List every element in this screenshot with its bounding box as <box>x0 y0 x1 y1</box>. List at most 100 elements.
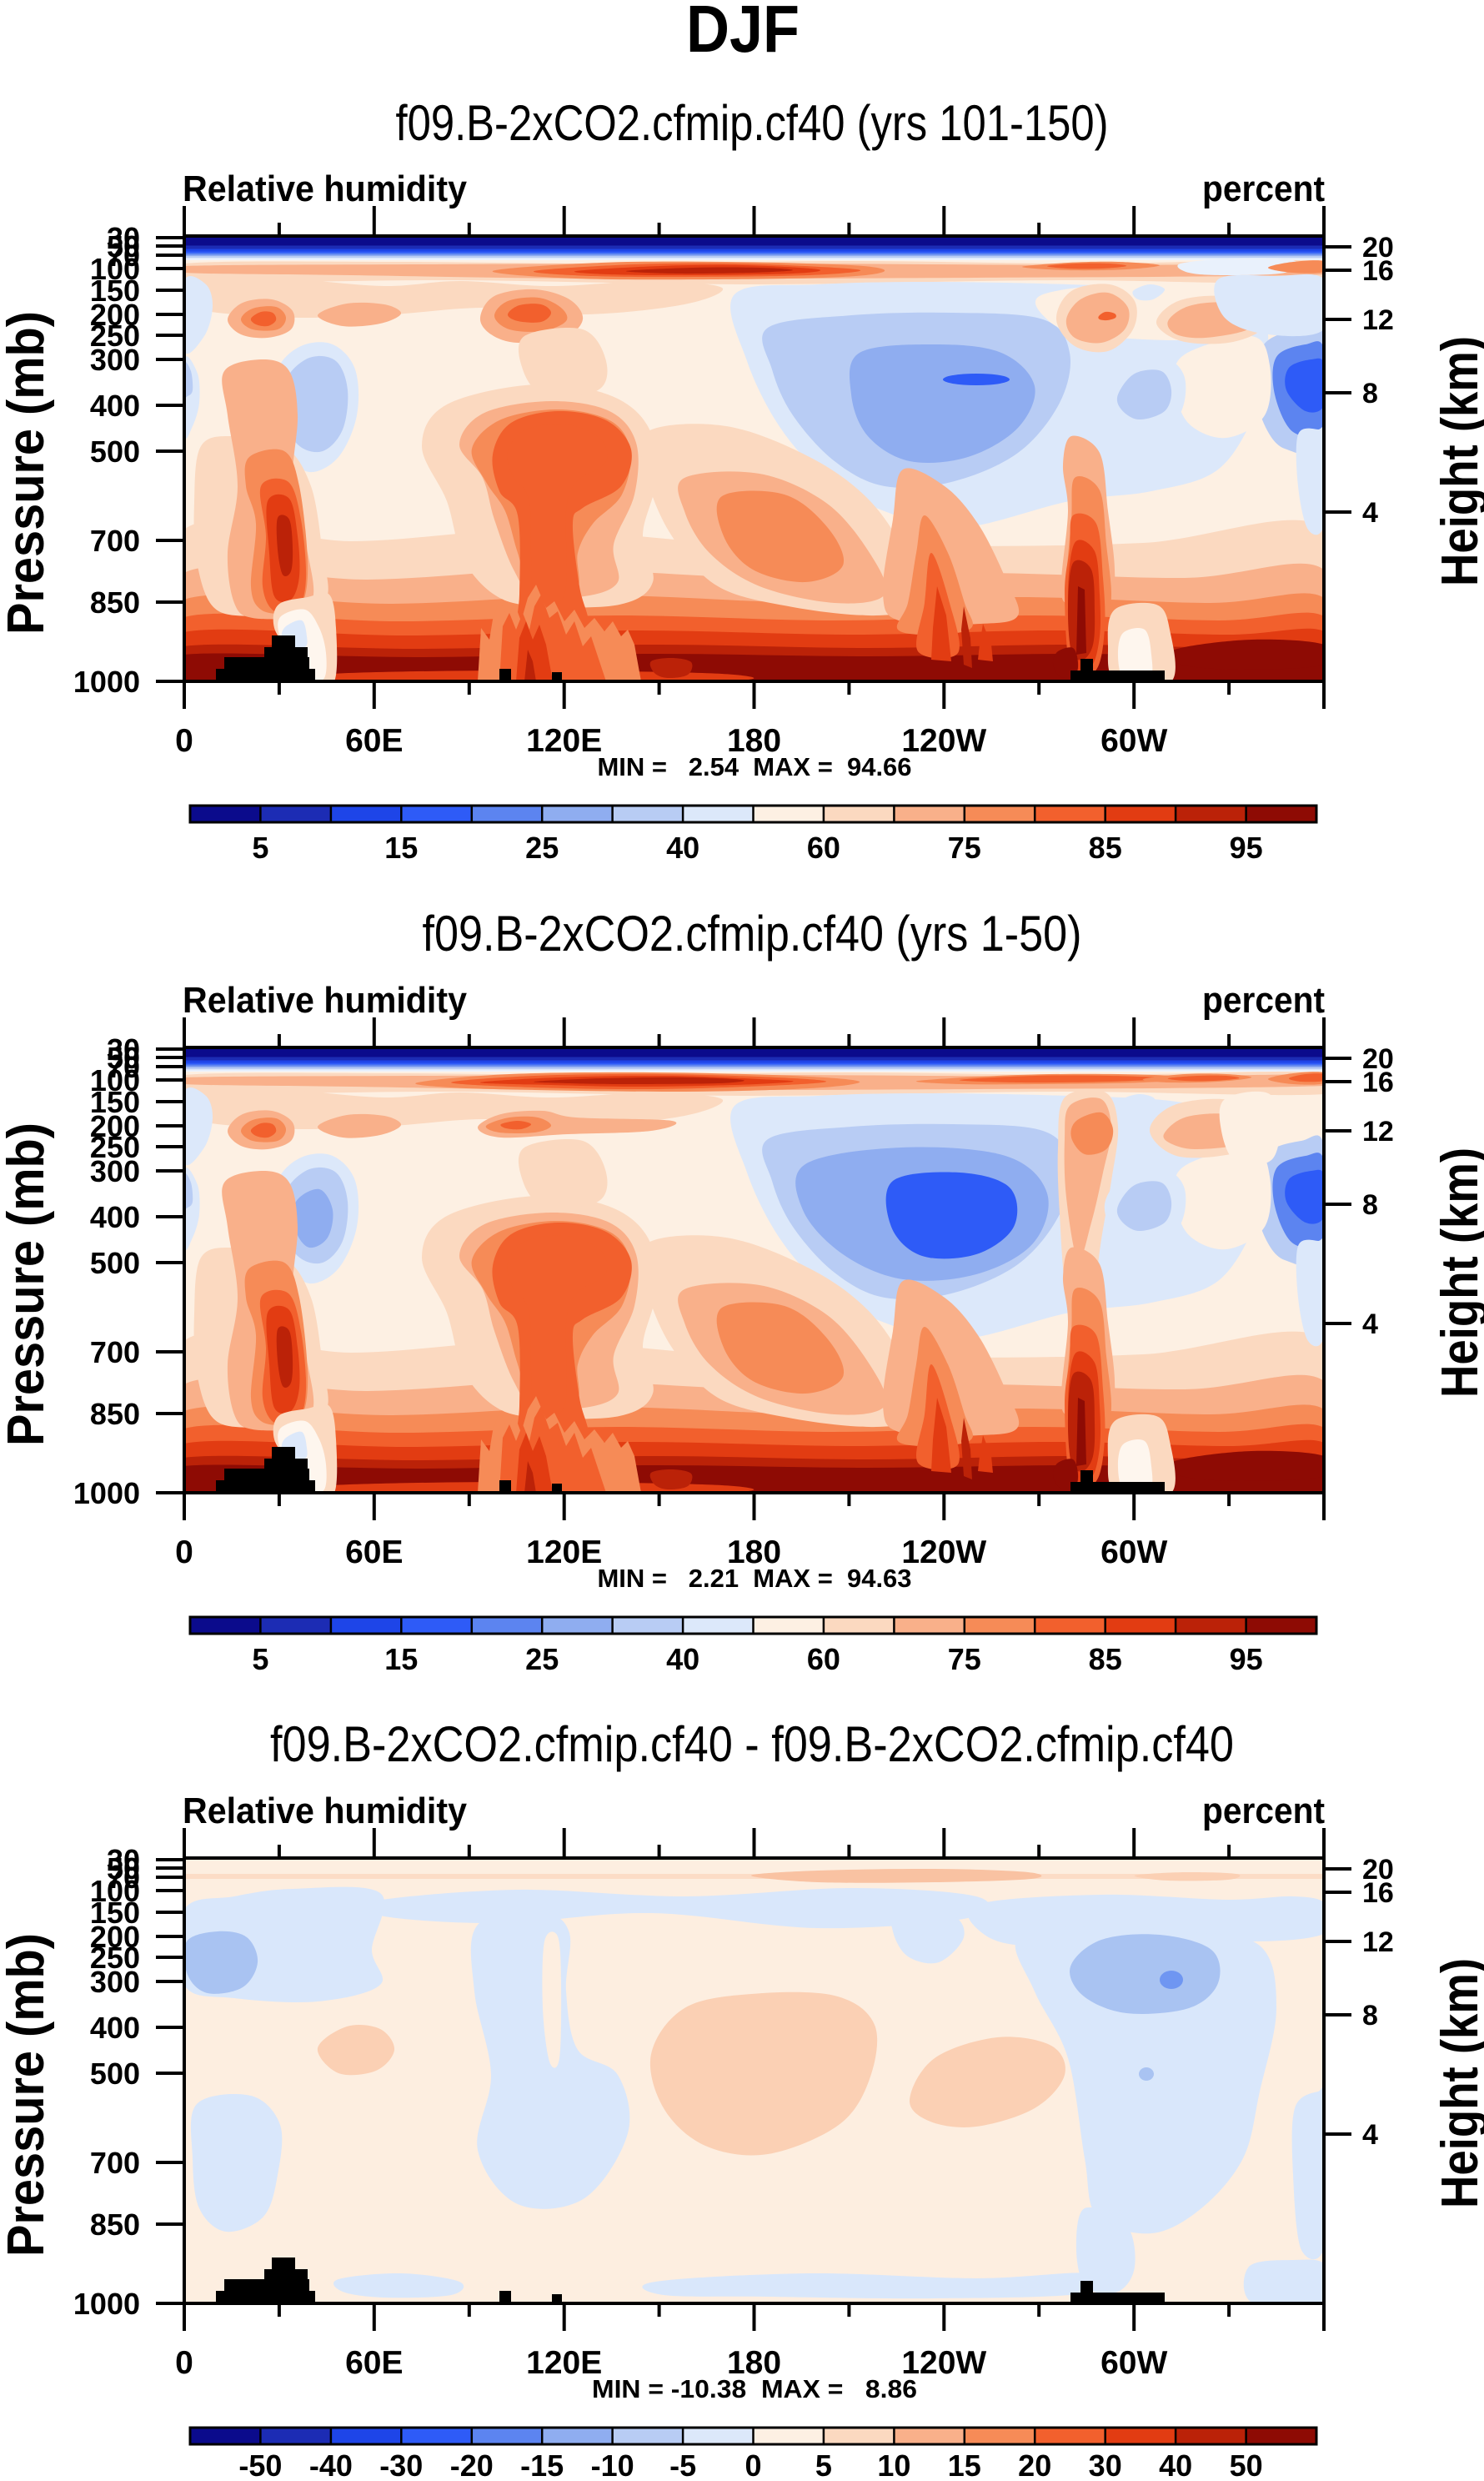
svg-text:8: 8 <box>1362 378 1378 409</box>
svg-text:1000: 1000 <box>73 2287 140 2321</box>
svg-text:0: 0 <box>745 2448 761 2481</box>
svg-text:MIN = 2.21 MAX = 94.63: MIN = 2.21 MAX = 94.63 <box>598 1564 912 1593</box>
svg-text:16: 16 <box>1362 255 1394 287</box>
svg-text:8: 8 <box>1362 1189 1378 1221</box>
svg-text:Pressure (mb): Pressure (mb) <box>0 1122 55 1446</box>
svg-text:4: 4 <box>1362 1308 1378 1340</box>
svg-text:70: 70 <box>107 1861 140 1895</box>
svg-text:Relative humidity: Relative humidity <box>183 980 467 1021</box>
svg-text:120W: 120W <box>901 2345 986 2381</box>
svg-text:60W: 60W <box>1100 1534 1167 1570</box>
svg-text:10: 10 <box>877 2448 910 2481</box>
svg-text:100: 100 <box>90 252 140 286</box>
svg-text:50: 50 <box>1230 2448 1263 2481</box>
svg-text:60: 60 <box>807 1642 840 1676</box>
svg-text:f09.B-2xCO2.cfmip.cf40 (yrs 1-: f09.B-2xCO2.cfmip.cf40 (yrs 1-50) <box>423 906 1082 962</box>
svg-text:Height (km): Height (km) <box>1431 1148 1484 1398</box>
svg-text:0: 0 <box>175 1534 193 1570</box>
svg-text:300: 300 <box>90 1154 140 1188</box>
svg-text:180: 180 <box>727 2345 781 2381</box>
svg-text:16: 16 <box>1362 1877 1394 1909</box>
svg-text:75: 75 <box>948 1642 981 1676</box>
svg-text:Pressure (mb): Pressure (mb) <box>0 1933 55 2257</box>
svg-text:-5: -5 <box>669 2448 696 2481</box>
svg-text:40: 40 <box>666 1642 699 1676</box>
svg-text:100: 100 <box>90 1063 140 1097</box>
svg-text:250: 250 <box>90 1941 140 1975</box>
svg-text:25: 25 <box>525 1642 559 1676</box>
svg-text:300: 300 <box>90 343 140 377</box>
svg-text:Relative humidity: Relative humidity <box>183 168 467 209</box>
svg-text:12: 12 <box>1362 1116 1394 1148</box>
svg-text:15: 15 <box>948 2448 981 2481</box>
svg-text:50: 50 <box>107 229 140 264</box>
svg-text:Pressure (mb): Pressure (mb) <box>0 311 55 635</box>
svg-text:400: 400 <box>90 1200 140 1234</box>
svg-text:40: 40 <box>1159 2448 1192 2481</box>
svg-text:MIN = -10.38 MAX = 8.86: MIN = -10.38 MAX = 8.86 <box>592 2374 917 2403</box>
svg-text:100: 100 <box>90 1874 140 1908</box>
svg-text:30: 30 <box>107 221 140 255</box>
svg-text:500: 500 <box>90 1246 140 1280</box>
svg-text:16: 16 <box>1362 1067 1394 1098</box>
svg-text:70: 70 <box>107 239 140 273</box>
svg-text:150: 150 <box>90 274 140 308</box>
svg-text:30: 30 <box>1089 2448 1122 2481</box>
svg-text:60E: 60E <box>345 723 403 759</box>
svg-text:85: 85 <box>1089 831 1122 865</box>
svg-text:1000: 1000 <box>73 665 140 699</box>
svg-text:f09.B-2xCO2.cfmip.cf40 - f09.B: f09.B-2xCO2.cfmip.cf40 - f09.B-2xCO2.cfm… <box>270 1716 1234 1772</box>
svg-text:120E: 120E <box>526 1534 602 1570</box>
svg-text:Relative humidity: Relative humidity <box>183 1790 467 1831</box>
svg-text:0: 0 <box>175 2345 193 2381</box>
svg-text:0: 0 <box>175 723 193 759</box>
svg-text:15: 15 <box>384 831 418 865</box>
svg-text:4: 4 <box>1362 2119 1378 2151</box>
svg-text:-40: -40 <box>309 2448 353 2481</box>
svg-text:Height (km): Height (km) <box>1431 1958 1484 2208</box>
svg-text:120W: 120W <box>901 1534 986 1570</box>
svg-text:50: 50 <box>107 1851 140 1886</box>
svg-text:30: 30 <box>107 1843 140 1877</box>
svg-text:4: 4 <box>1362 497 1378 529</box>
svg-text:300: 300 <box>90 1965 140 1999</box>
svg-text:850: 850 <box>90 2207 140 2242</box>
svg-text:1000: 1000 <box>73 1476 140 1510</box>
svg-text:MIN = 2.54 MAX = 94.66: MIN = 2.54 MAX = 94.66 <box>598 752 912 781</box>
svg-text:percent: percent <box>1202 980 1325 1021</box>
svg-text:700: 700 <box>90 2146 140 2180</box>
svg-text:percent: percent <box>1202 168 1325 209</box>
svg-text:180: 180 <box>727 1534 781 1570</box>
svg-text:60W: 60W <box>1100 2345 1167 2381</box>
svg-text:180: 180 <box>727 723 781 759</box>
svg-text:40: 40 <box>666 831 699 865</box>
svg-text:60E: 60E <box>345 2345 403 2381</box>
svg-text:20: 20 <box>1362 1043 1394 1075</box>
svg-text:850: 850 <box>90 585 140 620</box>
svg-text:400: 400 <box>90 2011 140 2045</box>
svg-text:5: 5 <box>815 2448 832 2481</box>
svg-text:120E: 120E <box>526 2345 602 2381</box>
svg-text:percent: percent <box>1202 1790 1325 1831</box>
svg-text:250: 250 <box>90 319 140 353</box>
svg-text:120W: 120W <box>901 723 986 759</box>
svg-text:400: 400 <box>90 389 140 423</box>
svg-text:12: 12 <box>1362 1926 1394 1958</box>
svg-text:12: 12 <box>1362 304 1394 336</box>
svg-text:-20: -20 <box>450 2448 494 2481</box>
svg-text:60: 60 <box>807 831 840 865</box>
svg-text:5: 5 <box>252 831 268 865</box>
svg-text:30: 30 <box>107 1032 140 1067</box>
svg-text:75: 75 <box>948 831 981 865</box>
svg-text:15: 15 <box>384 1642 418 1676</box>
svg-text:50: 50 <box>107 1041 140 1075</box>
svg-text:500: 500 <box>90 434 140 469</box>
svg-text:120E: 120E <box>526 723 602 759</box>
svg-text:25: 25 <box>525 831 559 865</box>
svg-text:150: 150 <box>90 1085 140 1119</box>
svg-text:85: 85 <box>1089 1642 1122 1676</box>
svg-text:700: 700 <box>90 524 140 558</box>
svg-text:DJF: DJF <box>686 0 800 66</box>
svg-text:700: 700 <box>90 1335 140 1369</box>
svg-text:150: 150 <box>90 1896 140 1930</box>
